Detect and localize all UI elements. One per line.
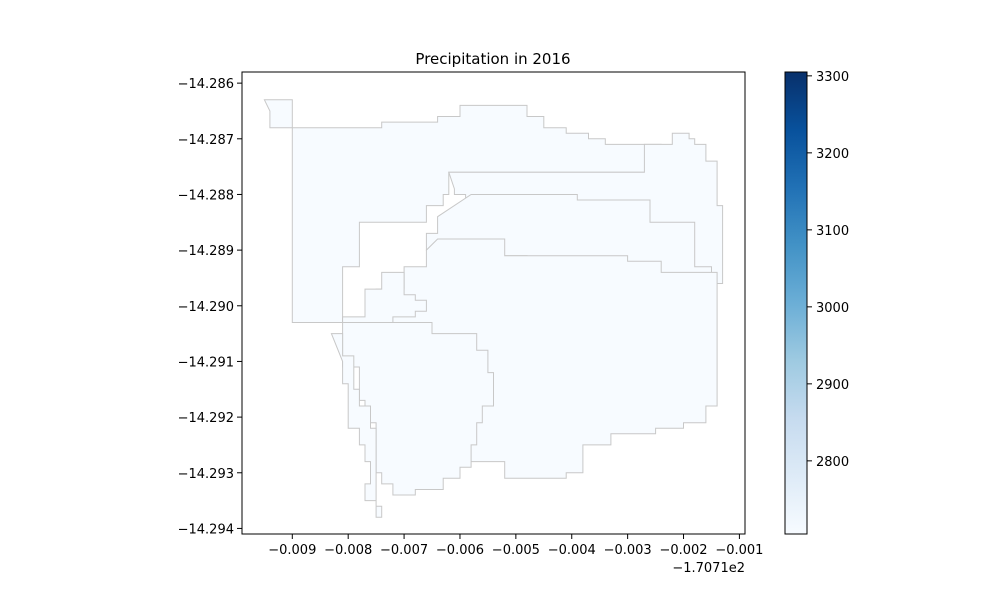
x-tick-label: −0.005 — [492, 543, 540, 558]
axes-frame — [241, 71, 746, 535]
y-tick-label: −14.292 — [178, 411, 234, 426]
colorbar-tick-label: 3000 — [816, 301, 849, 316]
y-tick-label: −14.293 — [178, 467, 234, 482]
colorbar-ticks: 2800 2900 3000 3100 3200 3300 — [807, 70, 849, 470]
x-tick-label: −0.002 — [659, 543, 707, 558]
colorbar: 2800 2900 3000 3100 3200 3300 — [784, 70, 849, 535]
colorbar-tick-label: 3300 — [816, 70, 849, 85]
x-tick-label: −0.007 — [380, 543, 428, 558]
x-tick-label: −0.004 — [548, 543, 596, 558]
y-tick-label: −14.294 — [178, 522, 234, 537]
y-tick-label: −14.289 — [178, 244, 234, 259]
y-tick-label: −14.290 — [178, 300, 234, 315]
map-plot-area: −0.009 −0.008 −0.007 −0.006 −0.005 −0.004 −0.0… — [178, 71, 763, 576]
y-tick-label: −14.291 — [178, 355, 234, 370]
map-regions — [263, 99, 724, 518]
x-tick-label: −0.003 — [604, 543, 652, 558]
x-axis: −0.009 −0.008 −0.007 −0.006 −0.005 −0.004 −0.0… — [268, 534, 763, 558]
y-tick-label: −14.287 — [178, 133, 234, 148]
x-tick-label: −0.006 — [436, 543, 484, 558]
colorbar-tick-label: 3100 — [816, 224, 849, 239]
x-tick-label: −0.001 — [715, 543, 763, 558]
y-tick-label: −14.286 — [178, 77, 234, 92]
x-offset-text: −1.7071e2 — [672, 561, 745, 576]
map-region-6 — [330, 333, 383, 518]
y-axis: −14.286 −14.287 −14.288 −14.289 −14.290 −14.2… — [178, 77, 242, 537]
chart-title: Precipitation in 2016 — [415, 50, 570, 68]
y-tick-label: −14.288 — [178, 188, 234, 203]
colorbar-gradient — [784, 71, 808, 535]
colorbar-tick-label: 2800 — [816, 455, 849, 470]
x-tick-label: −0.008 — [324, 543, 372, 558]
colorbar-tick-label: 2900 — [816, 378, 849, 393]
colorbar-tick-label: 3200 — [816, 147, 849, 162]
map-region-5 — [331, 271, 494, 496]
x-tick-label: −0.009 — [268, 543, 316, 558]
